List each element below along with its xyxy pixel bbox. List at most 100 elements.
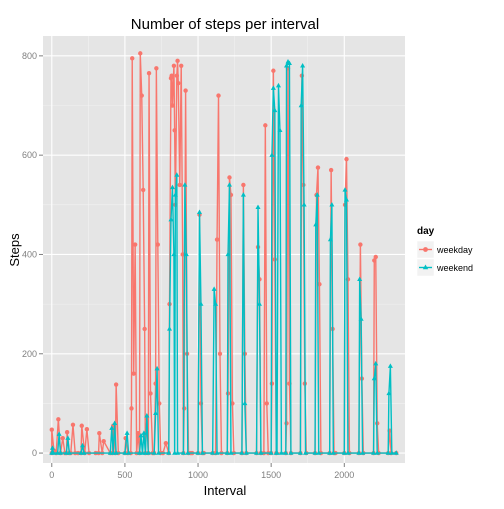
data-point-weekend — [211, 286, 217, 291]
data-point-weekend — [312, 450, 318, 455]
x-tick-label: 2000 — [334, 470, 354, 480]
data-point-weekend — [371, 375, 377, 381]
data-point-weekend — [277, 127, 283, 133]
data-point-weekend — [341, 450, 347, 455]
series-line-weekend — [51, 61, 397, 454]
data-point-weekend — [239, 450, 245, 455]
data-point-weekday — [171, 63, 177, 68]
data-point-weekday — [79, 423, 84, 428]
data-point-weekend — [185, 450, 191, 455]
data-point-weekend — [183, 251, 189, 257]
data-point-weekend — [141, 430, 147, 435]
y-axis-label: Steps — [7, 233, 22, 267]
y-tick-label: 400 — [22, 249, 37, 259]
data-point-weekend — [284, 62, 290, 68]
data-point-weekend — [243, 450, 249, 455]
data-point-weekday — [155, 242, 161, 247]
data-point-weekend — [213, 301, 219, 306]
data-point-weekend — [314, 192, 320, 197]
data-point-weekend — [374, 450, 380, 455]
data-point-weekday — [139, 93, 144, 98]
data-point-weekday — [84, 427, 90, 432]
data-point-weekday — [241, 182, 246, 188]
data-point-weekend — [210, 450, 216, 455]
data-point-weekday — [263, 123, 268, 128]
data-point-weekend — [226, 182, 233, 187]
data-point-weekday — [183, 88, 188, 93]
data-point-weekday — [169, 73, 174, 78]
series-weekend — [49, 59, 399, 455]
legend-key-weekend — [416, 258, 435, 277]
data-point-weekend — [316, 450, 322, 455]
x-tick-label: 1000 — [188, 470, 208, 480]
data-point-weekend — [342, 187, 348, 192]
data-point-weekend — [113, 450, 119, 455]
data-point-weekday — [64, 430, 70, 435]
data-point-weekday — [170, 103, 175, 108]
data-point-weekend — [124, 430, 130, 435]
legend: day weekday weekend — [416, 226, 473, 277]
data-point-weekend — [393, 450, 399, 455]
data-point-weekend — [386, 390, 392, 396]
x-tick-label: 1500 — [261, 470, 281, 480]
data-point-weekday — [135, 431, 141, 436]
x-tick-label: 500 — [117, 470, 132, 480]
legend-label-weekday: weekday — [436, 245, 473, 255]
data-point-weekend — [224, 450, 230, 455]
data-point-weekend — [329, 202, 335, 207]
data-point-weekday — [172, 128, 177, 133]
data-point-weekend — [153, 410, 159, 416]
data-point-weekend — [50, 450, 56, 455]
data-point-weekend — [225, 251, 231, 257]
data-point-weekend — [356, 450, 362, 455]
data-point-weekend — [303, 450, 309, 455]
data-point-weekend — [109, 425, 115, 430]
data-point-weekday — [101, 438, 106, 444]
data-point-weekend — [389, 450, 395, 455]
data-point-weekend — [255, 204, 261, 209]
data-point-weekend — [242, 400, 248, 406]
data-point-weekend — [278, 450, 284, 455]
chart-title: Number of steps per interval — [131, 16, 319, 33]
data-point-weekend — [66, 450, 72, 455]
data-point-weekend — [270, 85, 276, 90]
data-point-weekend — [198, 301, 204, 306]
data-point-weekend — [174, 172, 180, 177]
data-point-weekend — [327, 236, 333, 242]
data-point-weekend — [171, 251, 177, 257]
series-layer — [49, 51, 399, 456]
data-point-weekend — [126, 450, 132, 455]
data-point-weekend — [168, 216, 174, 222]
data-point-weekend — [81, 450, 87, 455]
data-point-weekend — [151, 450, 157, 455]
data-point-weekday — [130, 56, 135, 61]
legend-key-marker — [423, 247, 428, 252]
data-point-weekday — [129, 406, 134, 411]
data-point-weekend — [360, 450, 366, 455]
data-point-weekend — [65, 435, 71, 440]
data-point-weekend — [169, 184, 175, 190]
x-tick-label: 0 — [49, 470, 54, 480]
y-tick-label: 200 — [22, 349, 37, 359]
data-point-weekend — [258, 450, 264, 455]
data-point-weekday — [56, 417, 61, 422]
data-point-weekend — [180, 450, 186, 455]
data-point-weekend — [373, 360, 379, 366]
data-point-weekend — [214, 450, 220, 455]
data-point-weekday — [142, 326, 147, 332]
data-point-weekend — [297, 450, 303, 455]
legend-key-marker — [422, 264, 429, 270]
y-tick-label: 600 — [22, 150, 37, 160]
data-point-weekday — [131, 371, 136, 376]
data-point-weekend — [330, 450, 336, 455]
data-point-weekend — [272, 107, 278, 113]
data-point-weekend — [228, 450, 234, 455]
data-point-weekend — [172, 192, 178, 197]
data-point-weekday — [358, 242, 363, 247]
legend-label-weekend: weekend — [436, 263, 473, 273]
data-point-weekday — [177, 182, 182, 188]
data-point-weekend — [256, 301, 262, 306]
data-point-weekend — [286, 60, 292, 65]
